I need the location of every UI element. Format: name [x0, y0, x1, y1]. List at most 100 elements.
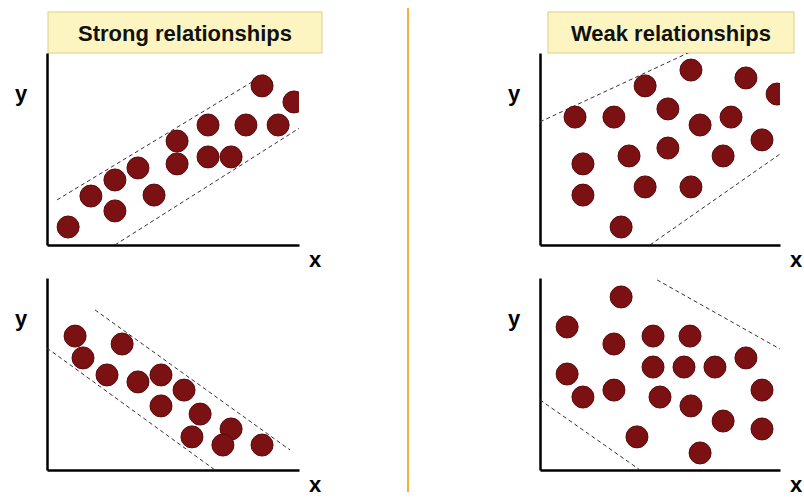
scatter-chart: xy — [15, 279, 322, 498]
x-axis-line — [48, 469, 300, 472]
y-axis-line — [46, 279, 49, 471]
heading-text: Strong relationships — [78, 21, 292, 46]
scatter-point — [251, 75, 273, 97]
scatter-point — [751, 379, 773, 401]
x-axis-label: x — [309, 472, 322, 497]
band-line — [95, 310, 290, 450]
scatter-point — [680, 395, 702, 417]
band-line — [115, 128, 299, 245]
scatter-point — [610, 216, 632, 238]
scatter-point — [564, 106, 586, 128]
scatter-point — [642, 356, 664, 378]
slide: Strong relationshipsWeak relationshipsxy… — [0, 0, 804, 502]
scatter-point — [603, 379, 625, 401]
band-line — [47, 348, 215, 470]
scatter-point — [127, 371, 149, 393]
y-axis — [540, 279, 541, 471]
band-line — [650, 154, 780, 245]
x-axis-label: x — [790, 472, 803, 497]
scatter-point — [197, 146, 219, 168]
scatter-point — [634, 75, 656, 97]
scatter-point — [751, 418, 773, 440]
scatter-point — [143, 184, 165, 206]
scatter-point — [680, 176, 702, 198]
scatter-point — [704, 356, 726, 378]
scatter-point — [104, 169, 126, 191]
x-axis-label: x — [790, 247, 803, 272]
scatter-point — [680, 59, 702, 81]
scatter-point — [72, 347, 94, 369]
scatter-point — [57, 216, 79, 238]
y-axis — [540, 54, 541, 246]
scatter-point — [556, 363, 578, 385]
scatter-point — [572, 153, 594, 175]
scatter-point — [657, 137, 679, 159]
scatter-chart: xy — [508, 279, 803, 498]
scatter-point — [603, 333, 625, 355]
scatter-point — [235, 114, 257, 136]
scatter-point — [618, 145, 640, 167]
scatter-point — [166, 130, 188, 152]
x-axis — [541, 245, 781, 246]
scatter-point — [104, 200, 126, 222]
scatter-point — [283, 91, 299, 113]
y-axis-label: y — [508, 306, 521, 331]
scatter-point — [572, 184, 594, 206]
scatter-point — [267, 114, 289, 136]
scatter-point — [111, 333, 133, 355]
heading-box — [48, 12, 322, 53]
scatter-point — [166, 153, 188, 175]
scatter-point — [689, 114, 711, 136]
scatter-point — [657, 98, 679, 120]
divider — [407, 8, 409, 492]
plot-area — [540, 53, 780, 245]
scatter-point — [212, 434, 234, 456]
scatter-point — [251, 434, 273, 456]
heading-text: Weak relationships — [571, 21, 771, 46]
scatter-point — [634, 176, 656, 198]
scatter-point — [649, 386, 671, 408]
plot-area — [57, 73, 299, 245]
scatter-point — [150, 395, 172, 417]
scatter-point — [80, 185, 102, 207]
scatter-point — [712, 145, 734, 167]
plot-area — [47, 310, 290, 470]
scatter-point — [679, 325, 701, 347]
scatter-point — [189, 403, 211, 425]
x-axis — [48, 470, 300, 471]
band-line — [657, 280, 780, 349]
scatter-point — [150, 364, 172, 386]
x-axis-line — [541, 469, 781, 472]
scatter-point — [127, 157, 149, 179]
scatter-chart: xy — [508, 52, 803, 272]
x-axis-line — [541, 244, 781, 247]
scatter-point — [735, 347, 757, 369]
scatter-point — [751, 129, 773, 151]
y-axis — [47, 54, 48, 246]
plot-area — [540, 280, 780, 470]
scatter-point — [735, 67, 757, 89]
scatter-point — [572, 386, 594, 408]
scatter-point — [173, 379, 195, 401]
band-line — [540, 400, 640, 470]
scatter-point — [181, 426, 203, 448]
scatter-point — [626, 426, 648, 448]
y-axis-line — [539, 54, 542, 246]
heading-box — [548, 12, 794, 53]
scatter-point — [689, 442, 711, 464]
y-axis-line — [539, 279, 542, 471]
x-axis — [48, 245, 300, 246]
y-axis — [47, 279, 48, 471]
heading: Weak relationships — [548, 12, 794, 53]
x-axis-line — [48, 244, 300, 247]
scatter-point — [197, 114, 219, 136]
x-axis-label: x — [309, 247, 322, 272]
scatter-point — [712, 410, 734, 432]
y-axis-line — [46, 54, 49, 246]
scatter-point — [96, 364, 118, 386]
scatter-point — [642, 325, 664, 347]
y-axis-label: y — [508, 81, 521, 106]
scatter-point — [720, 106, 742, 128]
scatter-point — [610, 286, 632, 308]
scatter-point — [673, 356, 695, 378]
